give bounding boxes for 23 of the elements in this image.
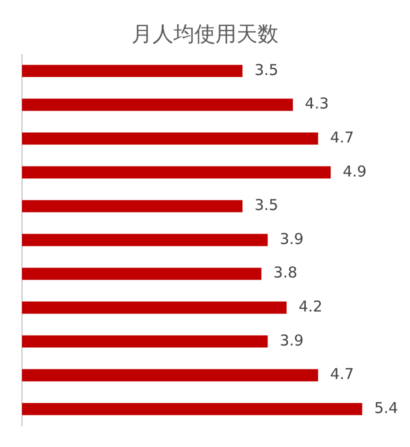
data-label: 4.7 [330,128,354,146]
data-label: 3.5 [254,196,278,214]
data-label: 3.9 [280,331,304,350]
data-label: 3.9 [280,230,304,248]
bar [22,403,362,416]
bar [22,64,242,77]
data-label: 5.4 [374,398,398,417]
bar [22,302,287,314]
bar [22,132,318,145]
chart-title: 月人均使用天数 [130,21,280,48]
bar [22,234,268,246]
bar [22,98,293,111]
bar [22,200,242,212]
bar [22,369,318,382]
data-label: 3.5 [254,60,278,79]
bar [22,166,331,178]
bar [22,268,262,280]
data-label: 3.8 [273,264,298,282]
data-label: 4.3 [304,94,329,113]
data-label: 4.2 [298,298,322,316]
bar [22,335,268,348]
data-label: 4.9 [342,162,367,180]
data-label: 4.7 [330,365,354,384]
